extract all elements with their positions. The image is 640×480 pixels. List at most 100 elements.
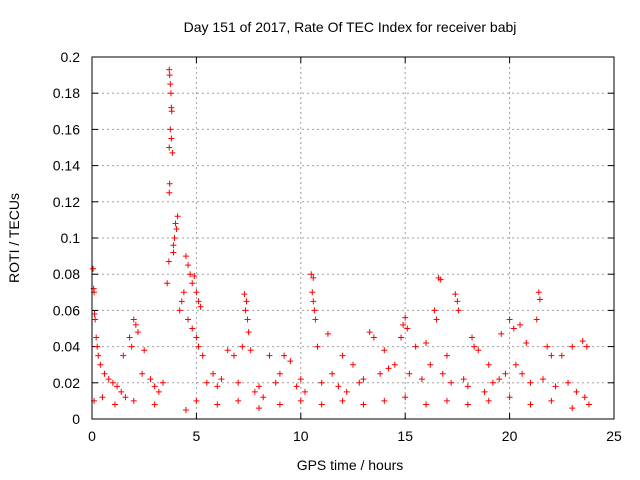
data-point: [310, 274, 317, 281]
data-point: [455, 307, 462, 314]
data-point: [452, 291, 459, 298]
data-point: [178, 298, 185, 305]
data-point: [310, 298, 317, 305]
data-point: [182, 253, 189, 260]
chart-title: Day 151 of 2017, Rate Of TEC Index for r…: [184, 19, 517, 35]
data-point: [581, 394, 588, 401]
y-tick-label: 0.16: [53, 121, 80, 137]
data-point: [297, 376, 304, 383]
grid-lines: [92, 57, 614, 419]
data-point: [360, 401, 367, 408]
data-point: [404, 325, 411, 332]
data-point: [527, 401, 534, 408]
data-point: [448, 379, 455, 386]
data-point: [256, 383, 263, 390]
x-tick-label: 15: [397, 428, 413, 444]
data-point: [166, 66, 173, 73]
data-point: [427, 361, 434, 368]
data-point: [287, 358, 294, 365]
data-point: [423, 401, 430, 408]
data-point: [309, 289, 316, 296]
data-point: [314, 343, 321, 350]
data-point: [167, 90, 174, 97]
data-point: [134, 329, 141, 336]
data-point: [169, 149, 176, 156]
data-point: [366, 329, 373, 336]
data-point: [167, 126, 174, 133]
data-point: [506, 394, 513, 401]
data-point: [168, 135, 175, 142]
data-point: [260, 394, 267, 401]
data-point: [155, 388, 162, 395]
data-point: [540, 376, 547, 383]
data-point: [122, 394, 129, 401]
data-point: [406, 370, 413, 377]
data-point: [195, 343, 202, 350]
data-point: [235, 397, 242, 404]
data-point: [173, 225, 180, 232]
data-point: [99, 394, 106, 401]
data-point: [318, 401, 325, 408]
data-point: [517, 321, 524, 328]
y-tick-label: 0.12: [53, 194, 80, 210]
data-point: [266, 352, 273, 359]
data-point: [272, 379, 279, 386]
y-tick-label: 0.06: [53, 302, 80, 318]
data-point: [552, 383, 559, 390]
data-point: [256, 405, 263, 412]
data-point: [418, 376, 425, 383]
x-tick-label: 0: [88, 428, 96, 444]
data-point: [166, 72, 173, 79]
data-point: [496, 376, 503, 383]
data-point: [350, 361, 356, 368]
data-point: [235, 379, 242, 386]
y-tick-label: 0.2: [61, 49, 81, 65]
data-point: [242, 307, 249, 314]
data-point: [431, 307, 438, 314]
data-point: [174, 213, 181, 220]
data-point: [167, 81, 174, 88]
data-point: [312, 316, 319, 323]
data-point: [114, 383, 121, 390]
data-point: [308, 271, 315, 278]
data-point: [548, 352, 555, 359]
data-point: [187, 271, 194, 278]
data-point: [182, 406, 189, 413]
data-point: [197, 303, 204, 310]
data-point: [130, 316, 137, 323]
data-point: [224, 347, 231, 354]
data-point: [170, 242, 177, 249]
data-point: [151, 401, 158, 408]
data-point: [91, 311, 98, 318]
y-tick-label: 0.02: [53, 375, 80, 391]
data-point: [583, 343, 590, 350]
data-point: [130, 397, 137, 404]
data-point: [214, 401, 221, 408]
data-point: [241, 291, 248, 298]
data-point: [210, 370, 217, 377]
data-point: [180, 289, 187, 296]
data-point: [485, 361, 492, 368]
data-point: [437, 276, 444, 283]
data-point: [185, 262, 192, 269]
data-point: [195, 298, 202, 305]
x-axis-label: GPS time / hours: [297, 457, 404, 473]
data-point: [111, 401, 118, 408]
x-tick-label: 10: [293, 428, 309, 444]
data-point: [245, 329, 252, 336]
tick-labels: 0 5 10 15 20 25 0 0.02 0.04 0.06 0.08 0.1 0.12 0.14 0.…: [53, 49, 622, 444]
data-point: [214, 383, 221, 390]
y-tick-label: 0.1: [61, 230, 81, 246]
data-point: [199, 352, 206, 359]
data-point: [512, 361, 519, 368]
data-point: [230, 352, 237, 359]
data-point: [128, 343, 135, 350]
data-point: [402, 314, 409, 321]
data-point: [443, 397, 450, 404]
data-point: [569, 405, 576, 412]
data-point: [464, 401, 471, 408]
data-point: [297, 397, 304, 404]
data-point: [391, 361, 398, 368]
data-point: [164, 280, 171, 287]
